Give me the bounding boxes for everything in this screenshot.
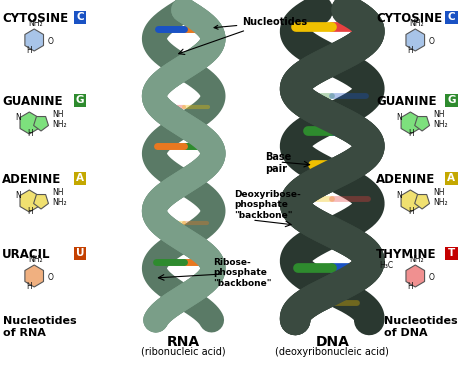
- Polygon shape: [34, 116, 48, 131]
- Text: NH₂: NH₂: [52, 198, 66, 207]
- Text: H: H: [27, 207, 33, 216]
- Text: H₃C: H₃C: [380, 261, 394, 270]
- Text: NH: NH: [52, 188, 64, 197]
- FancyBboxPatch shape: [74, 94, 86, 106]
- Polygon shape: [415, 116, 429, 131]
- Polygon shape: [415, 194, 429, 209]
- Text: O: O: [48, 273, 54, 282]
- Polygon shape: [401, 190, 419, 212]
- FancyBboxPatch shape: [445, 94, 458, 106]
- Polygon shape: [25, 265, 44, 287]
- Text: Nucleotides
of DNA: Nucleotides of DNA: [384, 316, 457, 338]
- Text: Base
pair: Base pair: [265, 152, 291, 174]
- Text: THYMINE: THYMINE: [376, 248, 437, 261]
- Polygon shape: [406, 29, 425, 51]
- Text: URACIL: URACIL: [2, 248, 50, 261]
- Text: NH: NH: [433, 110, 444, 119]
- Polygon shape: [20, 112, 38, 134]
- FancyBboxPatch shape: [74, 172, 86, 185]
- FancyBboxPatch shape: [74, 246, 86, 260]
- Polygon shape: [401, 112, 419, 134]
- Text: T: T: [448, 248, 455, 258]
- Text: Ribose-
phosphate
"backbone": Ribose- phosphate "backbone": [213, 258, 272, 288]
- Text: NH: NH: [433, 188, 444, 197]
- Text: H: H: [409, 129, 414, 138]
- Polygon shape: [25, 29, 44, 51]
- Text: C: C: [447, 12, 455, 22]
- Text: U: U: [76, 248, 84, 258]
- Text: A: A: [447, 173, 456, 183]
- Text: G: G: [76, 95, 84, 105]
- Text: DNA: DNA: [315, 335, 349, 349]
- Text: N: N: [396, 191, 401, 200]
- Text: N: N: [396, 113, 401, 122]
- Text: GUANINE: GUANINE: [376, 95, 437, 108]
- Text: H: H: [409, 207, 414, 216]
- Text: CYTOSINE: CYTOSINE: [376, 12, 442, 25]
- Text: O: O: [429, 273, 435, 282]
- FancyBboxPatch shape: [74, 11, 86, 23]
- Text: (deoxyribonucleic acid): (deoxyribonucleic acid): [275, 347, 389, 357]
- Text: NH₂: NH₂: [28, 19, 43, 28]
- Text: Nucleotides
of RNA: Nucleotides of RNA: [3, 316, 77, 338]
- Text: O: O: [429, 37, 435, 46]
- Text: C: C: [76, 12, 84, 22]
- Text: H: H: [408, 282, 413, 291]
- Text: H: H: [408, 46, 413, 55]
- Polygon shape: [34, 194, 48, 209]
- Text: H: H: [27, 282, 32, 291]
- Text: A: A: [76, 173, 84, 183]
- Text: N: N: [15, 113, 20, 122]
- Text: NH₂: NH₂: [433, 198, 447, 207]
- FancyBboxPatch shape: [445, 11, 458, 23]
- Text: NH₂: NH₂: [52, 120, 66, 129]
- Text: NH₂: NH₂: [433, 120, 447, 129]
- Text: Nucleotides: Nucleotides: [214, 17, 308, 29]
- Text: ADENINE: ADENINE: [376, 173, 436, 186]
- Text: N: N: [15, 191, 20, 200]
- Text: H: H: [27, 129, 33, 138]
- Text: O: O: [48, 37, 54, 46]
- Text: NH₂: NH₂: [409, 19, 424, 28]
- Text: NH₂: NH₂: [28, 255, 43, 264]
- Text: (ribonucleic acid): (ribonucleic acid): [141, 347, 226, 357]
- Text: CYTOSINE: CYTOSINE: [2, 12, 68, 25]
- Text: NH: NH: [52, 110, 64, 119]
- FancyBboxPatch shape: [445, 246, 458, 260]
- Text: RNA: RNA: [167, 335, 200, 349]
- Text: NH₂: NH₂: [409, 255, 424, 264]
- Text: Deoxyribose-
phosphate
"backbone": Deoxyribose- phosphate "backbone": [235, 190, 301, 220]
- Text: GUANINE: GUANINE: [2, 95, 63, 108]
- Text: G: G: [447, 95, 456, 105]
- Polygon shape: [20, 190, 38, 212]
- Polygon shape: [406, 265, 425, 287]
- Text: ADENINE: ADENINE: [2, 173, 61, 186]
- FancyBboxPatch shape: [445, 172, 458, 185]
- Text: H: H: [27, 46, 32, 55]
